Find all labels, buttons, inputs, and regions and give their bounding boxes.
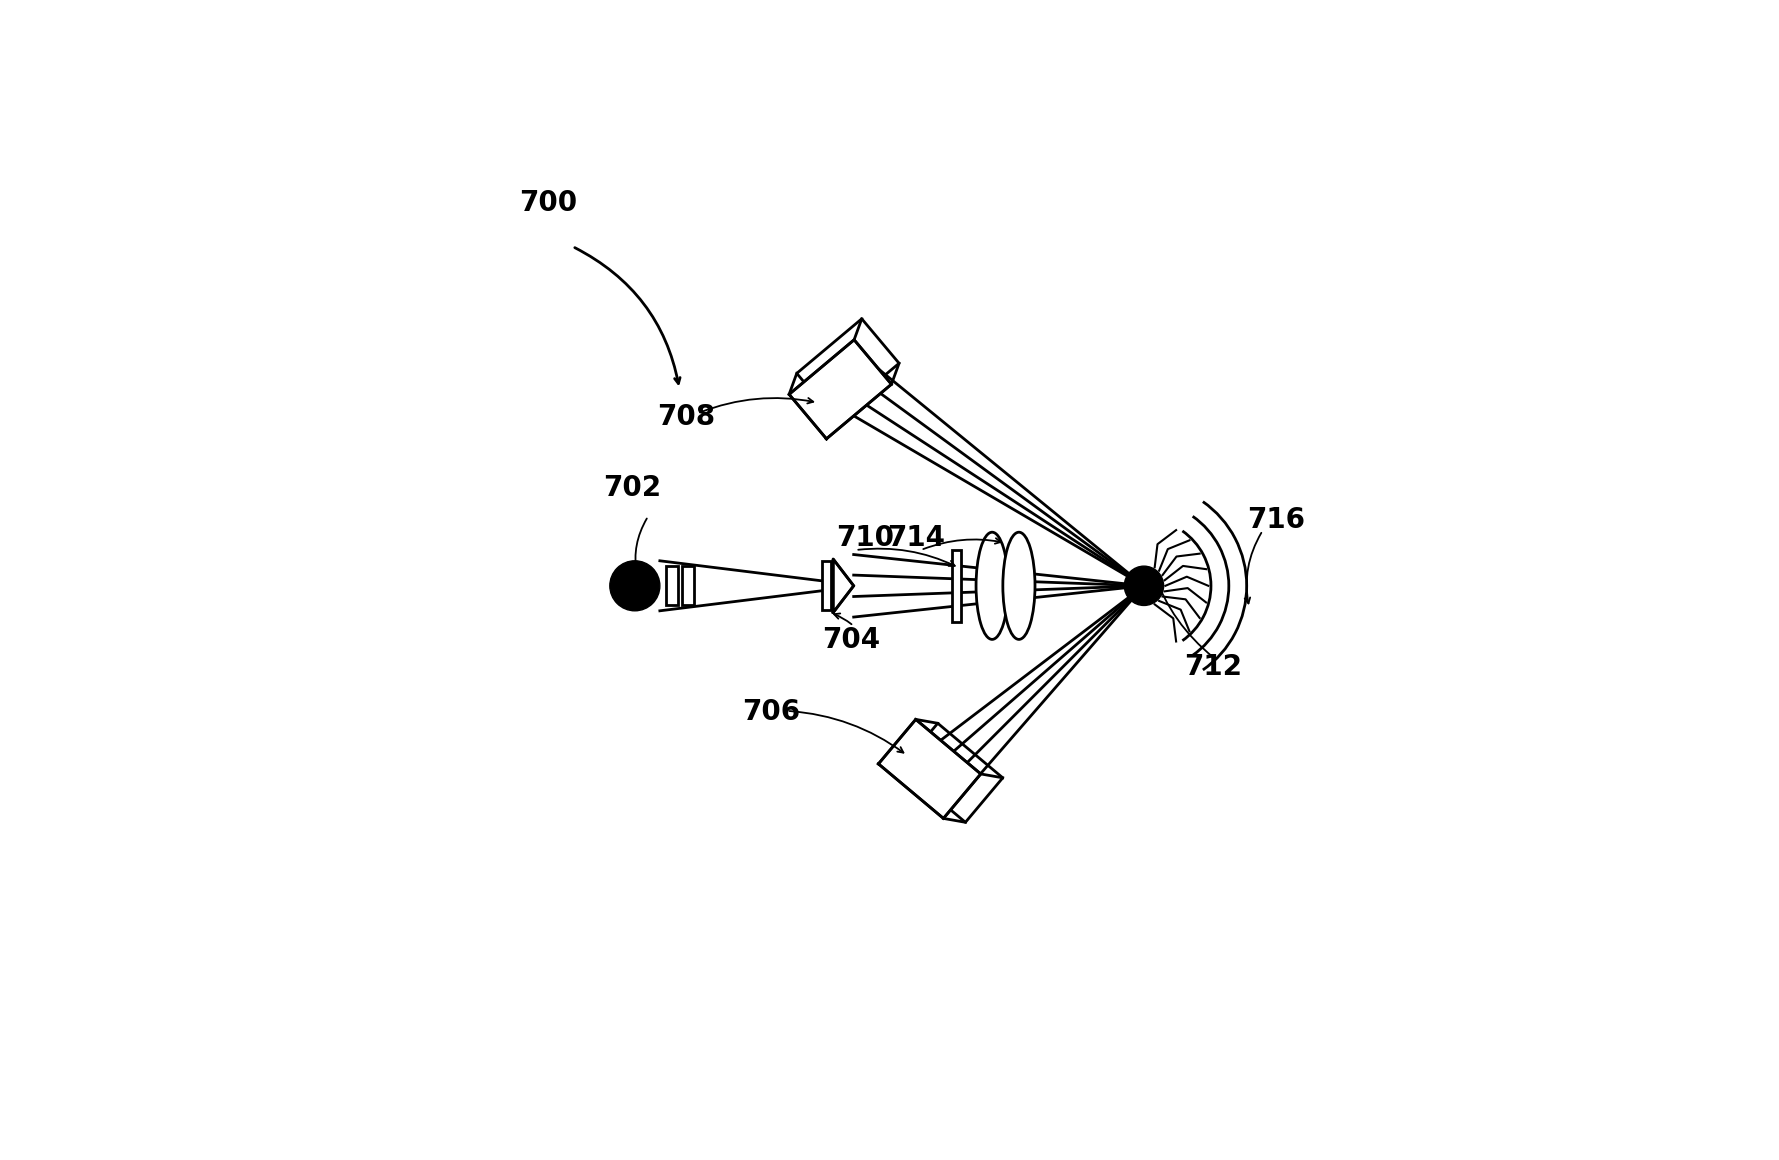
Text: 708: 708 bbox=[656, 403, 715, 432]
Circle shape bbox=[610, 560, 660, 611]
Text: 714: 714 bbox=[888, 523, 946, 552]
Text: 700: 700 bbox=[519, 189, 576, 217]
Text: 702: 702 bbox=[603, 474, 662, 502]
Polygon shape bbox=[790, 340, 891, 438]
Bar bbox=[681, 566, 694, 606]
Text: 710: 710 bbox=[836, 523, 893, 552]
Polygon shape bbox=[879, 719, 980, 819]
Circle shape bbox=[1124, 566, 1163, 606]
Text: 712: 712 bbox=[1185, 653, 1242, 681]
Bar bbox=[822, 561, 831, 610]
Text: 706: 706 bbox=[742, 698, 801, 726]
Text: 716: 716 bbox=[1247, 506, 1304, 534]
Text: 704: 704 bbox=[822, 626, 881, 654]
Ellipse shape bbox=[1003, 532, 1035, 639]
Bar bbox=[952, 550, 961, 622]
Polygon shape bbox=[833, 559, 854, 612]
Bar bbox=[665, 566, 678, 606]
Ellipse shape bbox=[977, 532, 1009, 639]
